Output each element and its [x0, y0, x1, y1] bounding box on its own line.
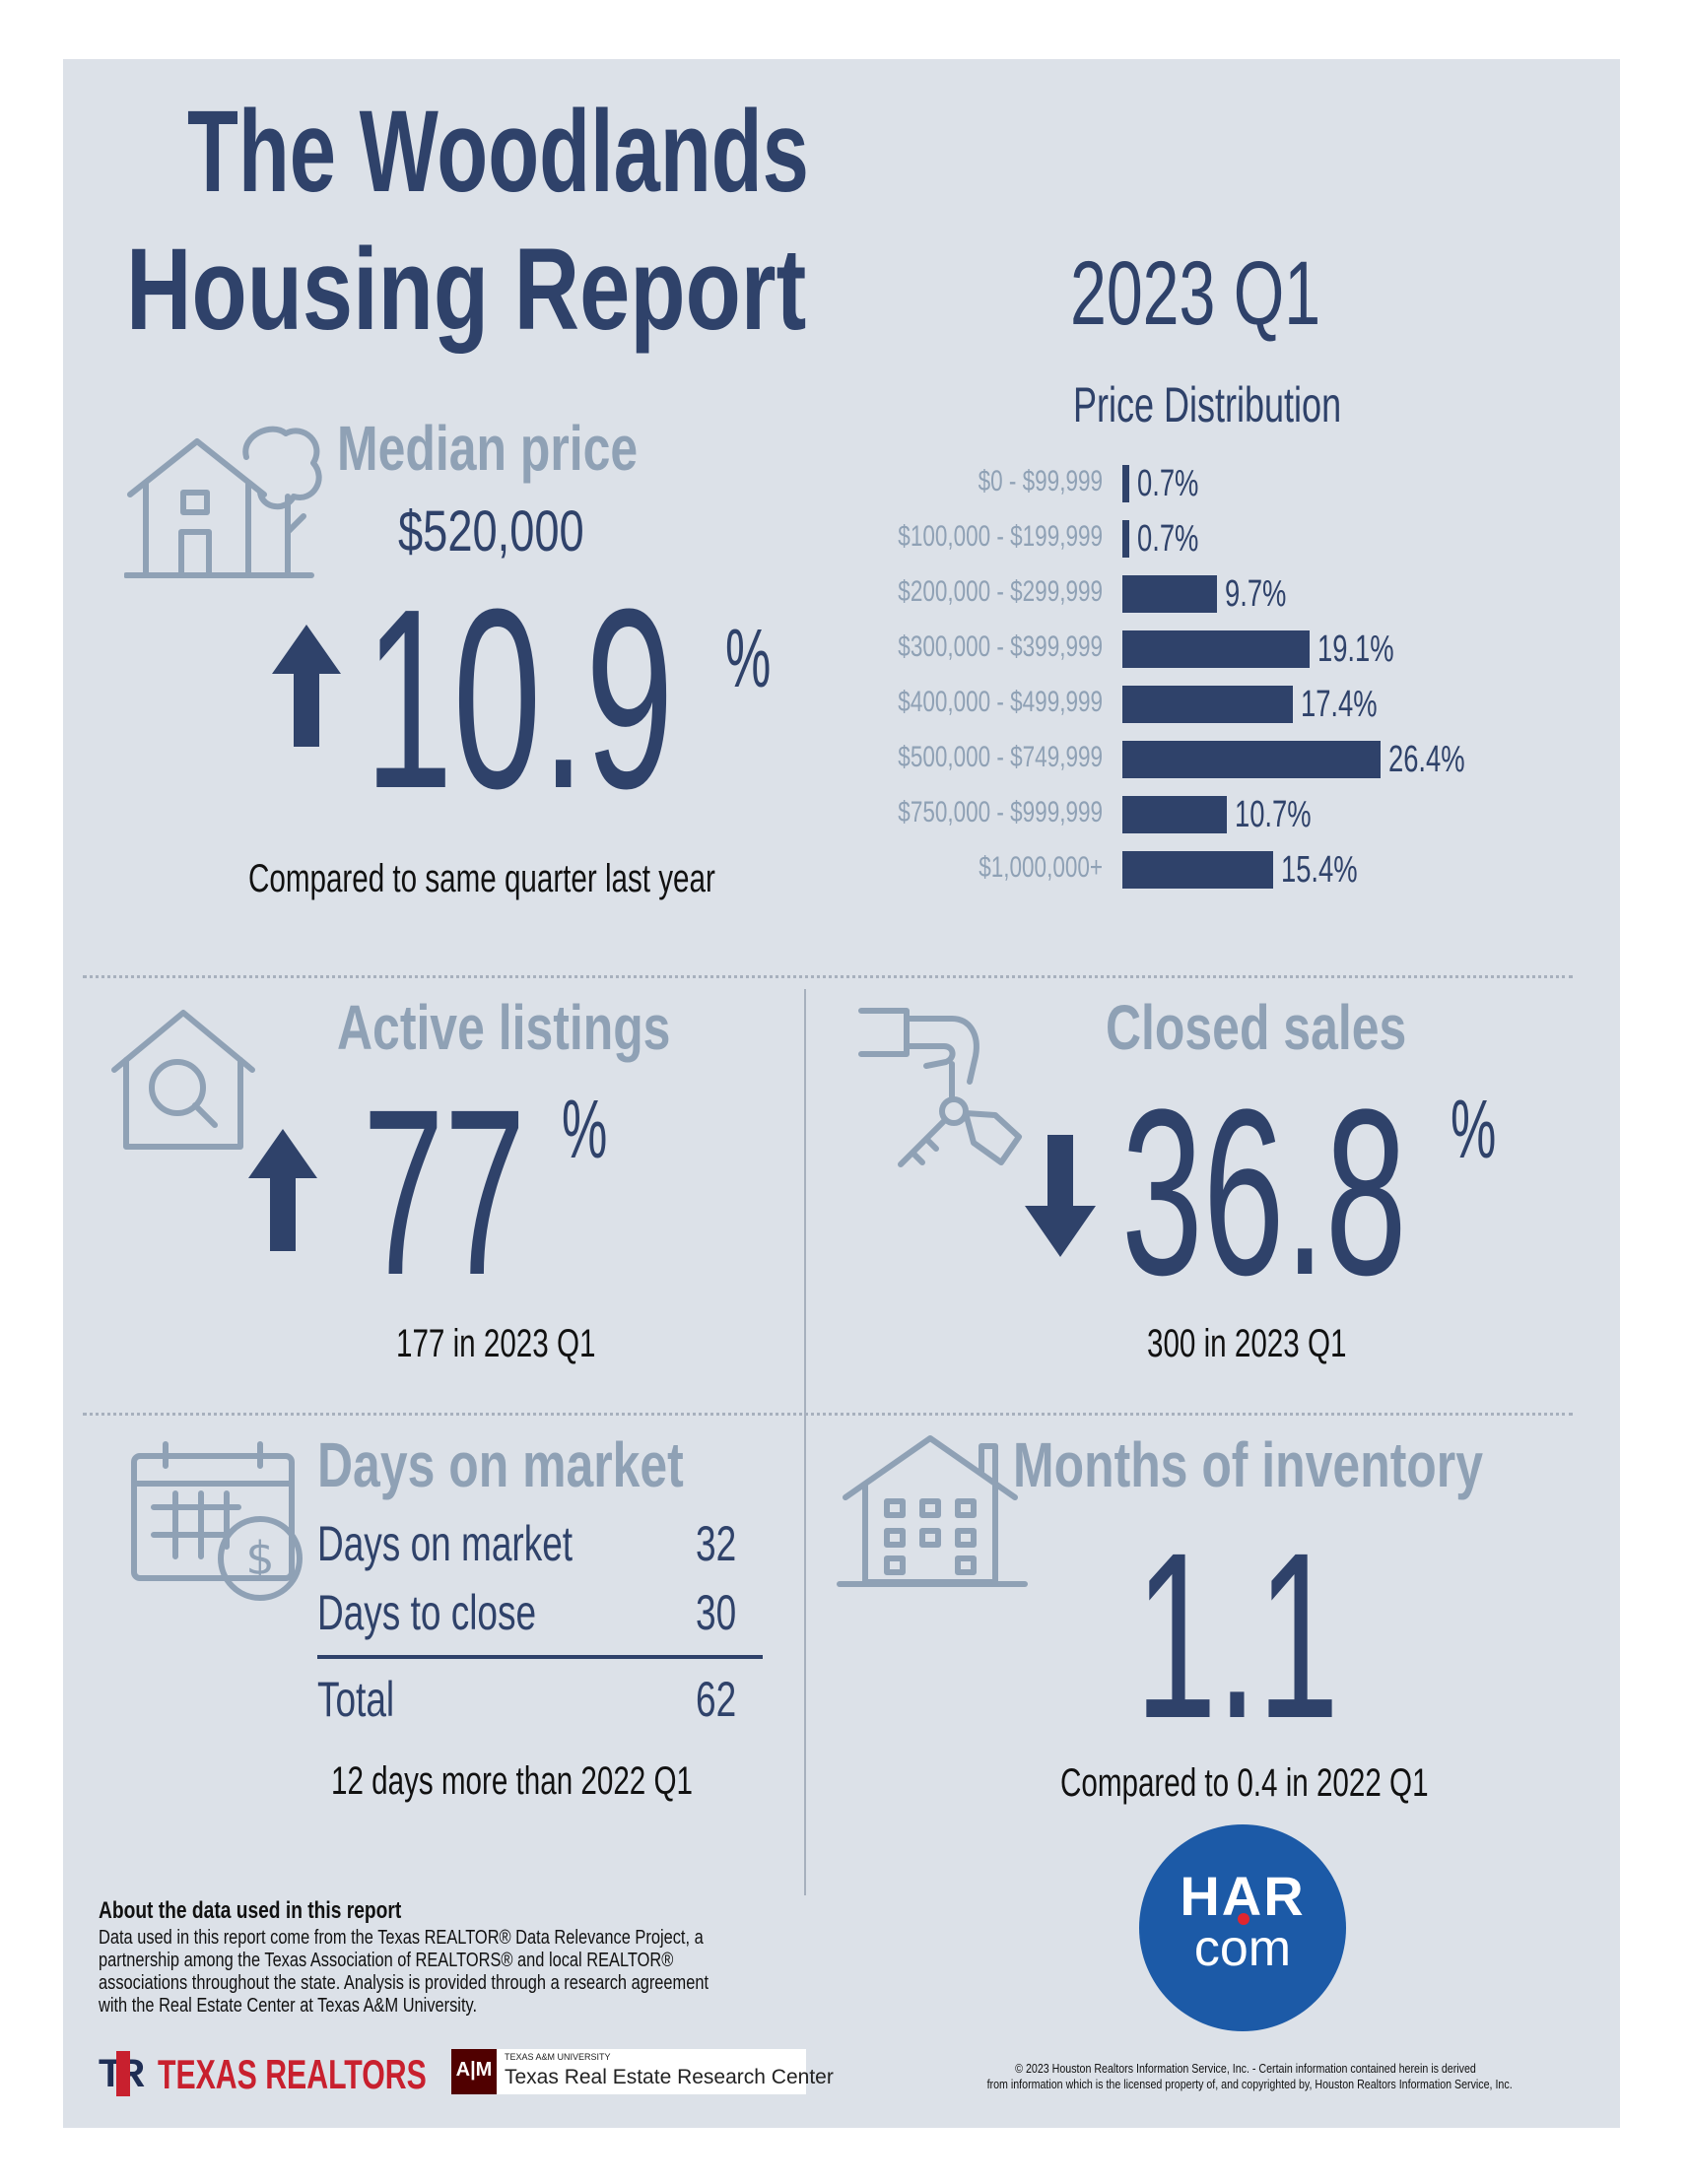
- bar-value-label: 15.4%: [1281, 849, 1358, 891]
- days-row-label: Days to close: [317, 1585, 537, 1640]
- arrow-down-icon: [1025, 1135, 1096, 1257]
- bar-value-label: 9.7%: [1225, 573, 1287, 615]
- tamu-center-name: Texas Real Estate Research Center: [505, 2066, 834, 2088]
- bar: [1122, 686, 1293, 723]
- har-logo-bottom: com: [1193, 1920, 1292, 1977]
- report-period: 2023 Q1: [1070, 243, 1321, 344]
- category-label: $400,000 - $499,999: [898, 686, 1103, 718]
- median-price-value: $520,000: [398, 499, 584, 563]
- days-total-label: Total: [317, 1672, 395, 1727]
- tamu-small: TEXAS A&M UNIVERSITY: [505, 2052, 611, 2062]
- bar: [1122, 630, 1310, 668]
- category-label: $100,000 - $199,999: [898, 520, 1103, 553]
- har-logo-dot: [1238, 1913, 1249, 1925]
- copyright-line: © 2023 Houston Realtors Information Serv…: [1015, 2061, 1476, 2076]
- tamu-mark-text: A|M: [455, 2059, 493, 2081]
- tamu-mark: A|M: [451, 2049, 497, 2094]
- divider-horizontal: [83, 1413, 1573, 1416]
- arrow-up-icon: [248, 1129, 317, 1251]
- bar: [1122, 851, 1273, 889]
- about-title: About the data used in this report: [99, 1897, 402, 1924]
- closed-percent-sign: %: [1451, 1083, 1497, 1175]
- copyright: © 2023 Houston Realtors Information Serv…: [986, 2061, 1513, 2092]
- active-percent-sign: %: [562, 1083, 608, 1175]
- category-label: $200,000 - $299,999: [898, 575, 1103, 608]
- active-listings-label: Active listings: [337, 992, 671, 1063]
- hand-keys-icon: [858, 1008, 1022, 1167]
- about-line: associations throughout the state. Analy…: [99, 1972, 709, 1994]
- median-price-change: 10.9: [365, 557, 674, 842]
- tamu-logo[interactable]: A|M TEXAS A&M UNIVERSITY Texas Real Esta…: [451, 2049, 834, 2094]
- median-price-label: Median price: [337, 413, 639, 484]
- category-label: $500,000 - $749,999: [898, 741, 1103, 773]
- bar-value-label: 0.7%: [1137, 518, 1199, 560]
- category-label: $1,000,000+: [979, 851, 1103, 884]
- report-panel: The Woodlands Housing Report 2023 Q1 Med…: [63, 59, 1620, 2128]
- about-line: partnership among the Texas Association …: [99, 1950, 674, 1971]
- days-row-value: 32: [696, 1516, 737, 1571]
- bar: [1122, 575, 1217, 613]
- closed-sales-note: 300 in 2023 Q1: [1147, 1322, 1347, 1365]
- about-text: Data used in this report come from the T…: [99, 1927, 709, 2018]
- bar-value-label: 0.7%: [1137, 463, 1199, 504]
- bar: [1122, 741, 1381, 778]
- active-listings-change: 77: [363, 1060, 526, 1324]
- divider-horizontal: [83, 975, 1573, 978]
- bar-value-label: 10.7%: [1235, 794, 1312, 835]
- months-inventory-value: 1.1: [1135, 1503, 1339, 1767]
- divider-vertical: [804, 989, 806, 1895]
- days-row-value: 30: [696, 1585, 737, 1640]
- bar-value-label: 19.1%: [1317, 629, 1394, 670]
- house-tree-icon: [124, 426, 322, 578]
- texas-realtors-mark: TR: [99, 2051, 148, 2096]
- bar: [1122, 796, 1227, 833]
- days-on-market-note: 12 days more than 2022 Q1: [331, 1759, 693, 1803]
- median-percent-sign: %: [725, 612, 772, 704]
- months-inventory-note: Compared to 0.4 in 2022 Q1: [1060, 1761, 1429, 1805]
- about-line: with the Real Estate Center at Texas A&M…: [99, 1995, 478, 2017]
- svg-text:$: $: [245, 1532, 274, 1585]
- texas-realtors-logo[interactable]: TEXAS REALTORS: [158, 2051, 427, 2097]
- arrow-up-icon: [272, 625, 341, 747]
- bar-value-label: 26.4%: [1388, 739, 1465, 780]
- days-on-market-title: Days on market: [317, 1429, 684, 1500]
- tr-mark-accent: [116, 2051, 130, 2096]
- months-inventory-label: Months of inventory: [1013, 1429, 1483, 1500]
- apartment-building-icon: [837, 1435, 1028, 1587]
- calendar-dollar-icon: $: [131, 1441, 303, 1601]
- median-price-note: Compared to same quarter last year: [248, 857, 715, 900]
- title-line-2: Housing Report: [126, 225, 807, 355]
- category-label: $750,000 - $999,999: [898, 796, 1103, 828]
- closed-sales-label: Closed sales: [1106, 992, 1407, 1063]
- active-listings-note: 177 in 2023 Q1: [396, 1322, 596, 1365]
- title-line-1: The Woodlands: [187, 87, 809, 217]
- total-rule: [317, 1655, 763, 1659]
- house-search-icon: [111, 1010, 255, 1150]
- days-total-value: 62: [696, 1672, 737, 1727]
- days-row-label: Days on market: [317, 1516, 574, 1571]
- about-line: Data used in this report come from the T…: [99, 1927, 704, 1949]
- category-label: $300,000 - $399,999: [898, 630, 1103, 663]
- bar: [1122, 520, 1129, 558]
- bar: [1122, 465, 1129, 502]
- category-label: $0 - $99,999: [978, 465, 1103, 497]
- har-logo[interactable]: HAR com: [1139, 1824, 1346, 2031]
- copyright-line: from information which is the licensed p…: [986, 2077, 1513, 2091]
- closed-sales-change: 36.8: [1121, 1060, 1407, 1324]
- bar-value-label: 17.4%: [1301, 684, 1378, 725]
- chart-title: Price Distribution: [1073, 377, 1342, 432]
